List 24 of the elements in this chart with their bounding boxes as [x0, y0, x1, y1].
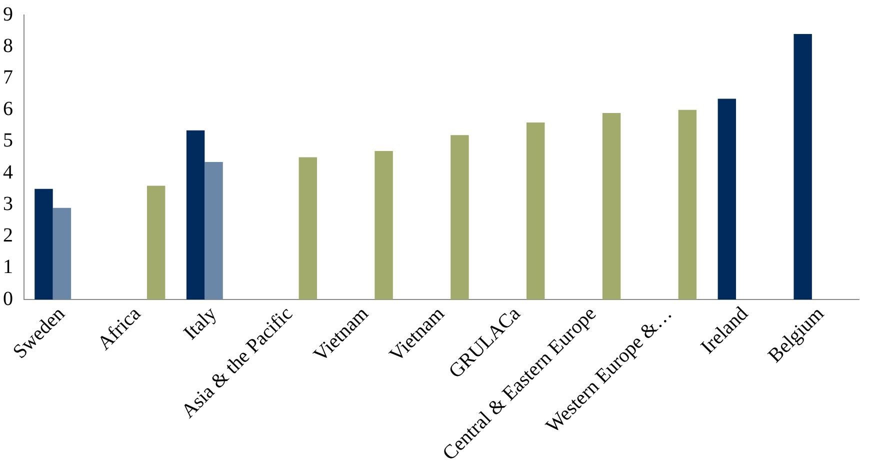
y-tick-label: 1: [3, 256, 13, 278]
bar: [34, 188, 53, 300]
bar: [52, 208, 72, 300]
bar: [678, 110, 697, 300]
y-tick-label: 5: [3, 130, 13, 152]
y-tick-label: 4: [3, 161, 13, 184]
bar: [298, 157, 318, 300]
bar: [794, 34, 812, 300]
y-tick-label: 6: [3, 98, 13, 120]
bar: [526, 122, 545, 300]
x-tick-label: Italy: [180, 302, 222, 344]
bar: [450, 135, 469, 300]
bar: [602, 113, 621, 300]
y-tick-label: 0: [3, 288, 13, 310]
bar: [204, 162, 223, 300]
y-tick-label: 8: [3, 34, 13, 57]
y-tick-label: 7: [3, 66, 13, 88]
y-tick-label: 2: [3, 224, 13, 247]
bar: [186, 130, 205, 300]
bar: [146, 186, 166, 300]
bar: [374, 150, 393, 300]
bar: [718, 98, 736, 300]
y-tick-label: 3: [3, 192, 13, 215]
y-tick-label: 9: [3, 3, 13, 26]
